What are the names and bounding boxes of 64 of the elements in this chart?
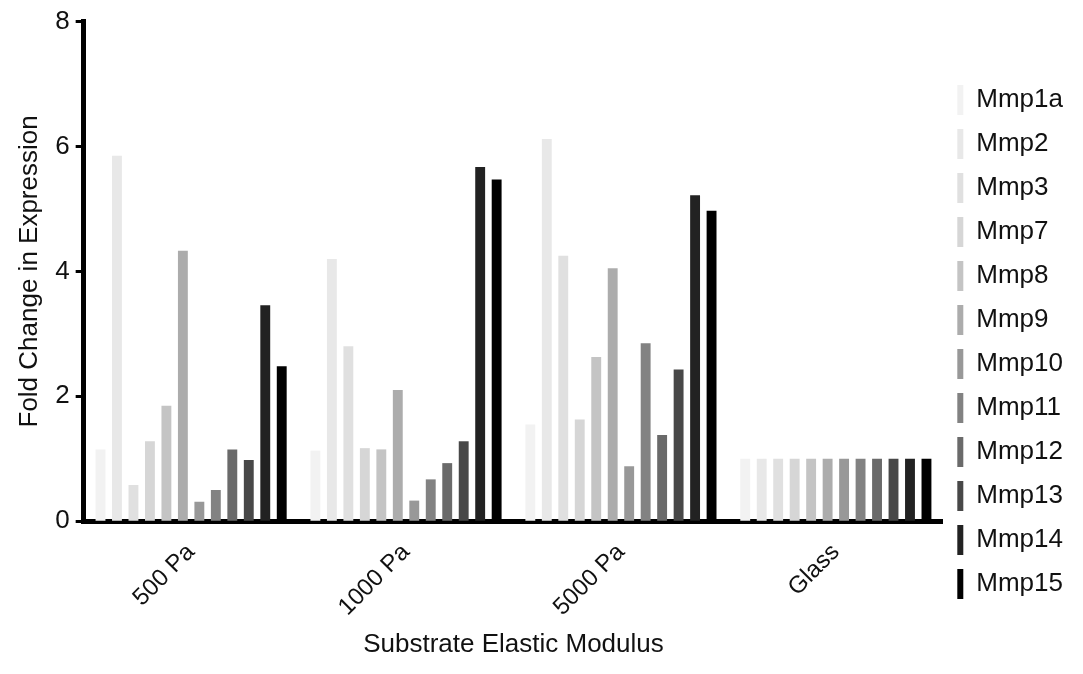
legend-label: Mmp13	[976, 479, 1064, 510]
bar	[442, 463, 453, 521]
bar	[243, 460, 254, 521]
bar	[822, 458, 833, 521]
bar	[392, 390, 403, 521]
legend-label: Mmp9	[976, 303, 1049, 334]
legend-label: Mmp8	[976, 259, 1049, 290]
bar	[128, 484, 139, 521]
bar	[740, 458, 751, 521]
bar	[888, 458, 899, 521]
bar	[905, 458, 915, 521]
y-tick-label: 0	[55, 504, 70, 535]
y-tick-label: 8	[55, 4, 70, 35]
bar	[607, 268, 618, 521]
legend-label: Mmp7	[976, 215, 1049, 246]
bar	[872, 458, 882, 521]
legend-label: Mmp1a	[976, 83, 1064, 114]
bar	[359, 448, 370, 521]
bar	[657, 435, 668, 521]
bar	[177, 250, 188, 521]
bar	[806, 458, 817, 521]
bar	[343, 346, 354, 521]
legend-label: Mmp15	[976, 567, 1064, 598]
legend-label: Mmp10	[976, 347, 1064, 378]
x-axis-title: Substrate Elastic Modulus	[363, 627, 664, 658]
bar	[310, 450, 321, 521]
bar	[112, 155, 122, 521]
bar	[855, 458, 866, 521]
bar	[591, 356, 602, 521]
bar	[558, 255, 569, 521]
y-tick-label: 2	[55, 379, 70, 410]
bar	[640, 343, 651, 521]
bar	[624, 466, 635, 521]
bar	[756, 458, 767, 521]
legend-label: Mmp14	[976, 523, 1064, 554]
bar	[839, 458, 850, 521]
bar	[144, 441, 155, 521]
bar	[194, 501, 205, 521]
y-tick-label: 6	[55, 129, 70, 160]
bar	[425, 479, 436, 521]
bar	[789, 458, 800, 521]
bar	[260, 305, 271, 521]
bar	[95, 449, 106, 521]
legend-label: Mmp2	[976, 127, 1049, 158]
y-tick-label: 4	[55, 254, 70, 285]
bar	[525, 424, 536, 521]
bar	[673, 369, 684, 521]
x-tick-label: 500 Pa	[126, 537, 200, 611]
bar	[210, 489, 221, 521]
bar	[227, 449, 238, 521]
legend-label: Mmp11	[976, 391, 1062, 422]
bar	[541, 139, 552, 521]
bar	[409, 500, 420, 521]
bar	[161, 405, 172, 521]
y-axis-title: Fold Change in Expression	[12, 115, 43, 428]
bar	[376, 449, 387, 521]
bar	[475, 167, 486, 521]
bar	[574, 419, 585, 521]
bar	[690, 195, 701, 521]
bar	[773, 458, 784, 521]
bar	[326, 258, 337, 521]
bar	[458, 441, 469, 521]
legend-label: Mmp12	[976, 435, 1064, 466]
legend-label: Mmp3	[976, 171, 1049, 202]
